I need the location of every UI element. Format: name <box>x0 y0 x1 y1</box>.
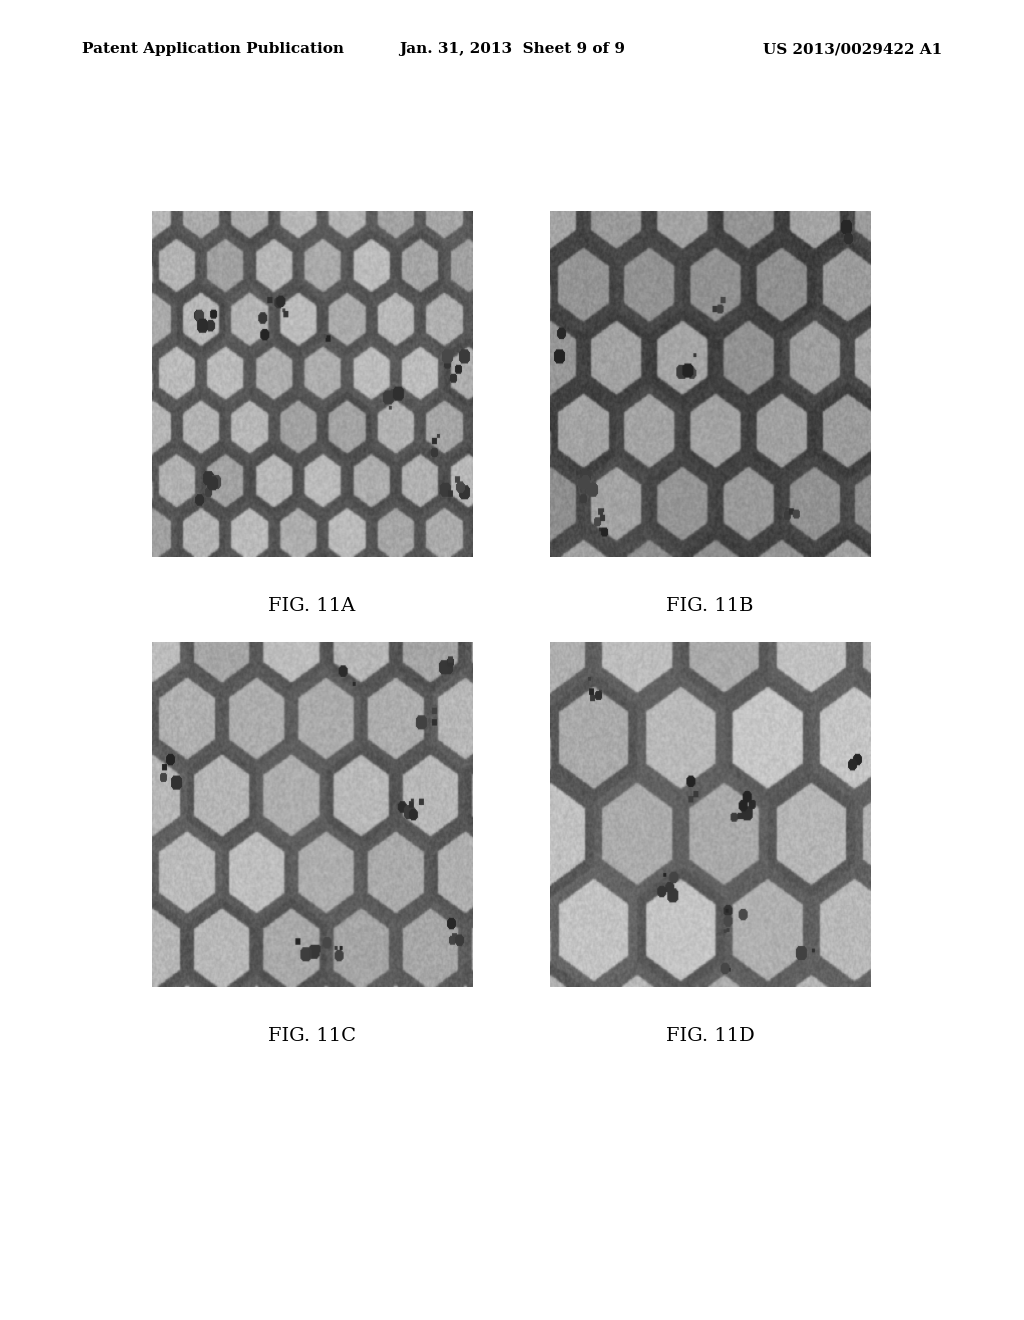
Text: US 2013/0029422 A1: US 2013/0029422 A1 <box>763 42 942 57</box>
Text: FIG. 11D: FIG. 11D <box>666 1027 755 1045</box>
Text: FIG. 11B: FIG. 11B <box>667 597 754 615</box>
Text: Patent Application Publication: Patent Application Publication <box>82 42 344 57</box>
Text: Jan. 31, 2013  Sheet 9 of 9: Jan. 31, 2013 Sheet 9 of 9 <box>399 42 625 57</box>
Text: FIG. 11A: FIG. 11A <box>268 597 355 615</box>
Text: FIG. 11C: FIG. 11C <box>268 1027 355 1045</box>
